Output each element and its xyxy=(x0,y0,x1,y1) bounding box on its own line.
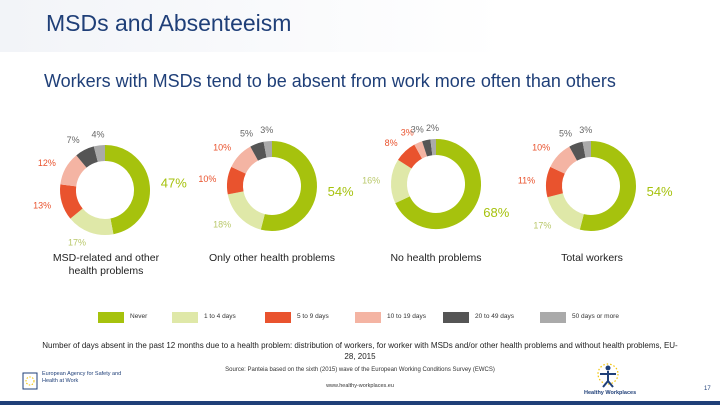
donut-charts: 47% 17% 13% 12% 7% 4% 54% 18% 10% 10% 5% 3% 68% 16% 8%… xyxy=(33,123,673,248)
donut-2: 54% 18% 10% 10% 5% 3% xyxy=(198,125,354,231)
data-label: 10% xyxy=(198,174,216,184)
donut-segment xyxy=(391,159,412,204)
donut-segment xyxy=(414,141,428,159)
page-number: 17 xyxy=(704,386,711,392)
donut-segment xyxy=(260,141,317,231)
donut-segment xyxy=(579,141,636,231)
agency-name: European Agency for Safety and Health at… xyxy=(42,371,122,384)
data-label: 16% xyxy=(362,176,380,186)
legend-swatch xyxy=(540,312,566,323)
donut-segment xyxy=(569,141,586,161)
data-label: 8% xyxy=(385,138,398,148)
data-label: 11% xyxy=(518,176,535,186)
chart-legend: Never 1 to 4 days 5 to 9 days 10 to 19 d… xyxy=(0,310,720,326)
data-label: 47% xyxy=(161,176,187,191)
legend-label: Never xyxy=(130,313,148,320)
data-label: 54% xyxy=(647,184,673,199)
data-label: 7% xyxy=(67,135,80,145)
data-label: 3% xyxy=(260,125,273,135)
chart-label-other: Only other health problems xyxy=(208,252,336,264)
slide-title: MSDs and Absenteeism xyxy=(46,10,292,36)
donut-segment xyxy=(60,155,87,187)
legend-swatch xyxy=(355,312,381,323)
data-label: 54% xyxy=(328,184,354,199)
data-label: 3% xyxy=(579,125,592,135)
donut-segment xyxy=(422,139,433,157)
legend-swatch xyxy=(443,312,469,323)
legend-label: 10 to 19 days xyxy=(387,313,427,320)
data-label: 13% xyxy=(33,201,51,211)
donut-segment xyxy=(250,141,267,161)
donut-segment xyxy=(70,208,114,235)
agency-emblem-icon xyxy=(22,372,38,390)
data-label: 5% xyxy=(559,128,572,138)
data-label: 4% xyxy=(91,129,104,139)
chart-label-total: Total workers xyxy=(561,252,623,264)
data-label: 17% xyxy=(68,238,86,248)
legend-swatch xyxy=(265,312,291,323)
donut-segment xyxy=(395,139,481,229)
data-label: 2% xyxy=(426,123,439,133)
chart-label-msd: MSD-related and other health problems xyxy=(52,252,160,277)
data-label: 10% xyxy=(532,143,550,153)
campaign-emblem-icon xyxy=(597,363,619,388)
donut-segment xyxy=(76,146,99,168)
data-label: 18% xyxy=(213,219,231,229)
donut-segment xyxy=(231,146,259,175)
donut-segment xyxy=(93,145,106,162)
legend-label: 1 to 4 days xyxy=(204,313,236,320)
campaign-name: Healthy Workplaces xyxy=(584,390,637,396)
website-link[interactable]: www.healthy-workplaces.eu xyxy=(326,383,394,389)
source-note: Source: Panteia based on the sixth (2015… xyxy=(225,367,495,373)
data-label: 3% xyxy=(401,128,414,138)
donut-segment xyxy=(546,166,565,198)
figure-caption: Number of days absent in the past 12 mon… xyxy=(42,341,678,361)
donut-segment xyxy=(227,166,246,195)
donut-segment xyxy=(227,190,266,230)
donut-segment xyxy=(60,184,83,219)
donut-4: 54% 17% 11% 10% 5% 3% xyxy=(518,125,673,231)
slide-subtitle: Workers with MSDs tend to be absent from… xyxy=(44,71,616,91)
donut-segment xyxy=(547,192,585,230)
legend-label: 5 to 9 days xyxy=(297,313,329,320)
legend-swatch xyxy=(98,312,124,323)
donut-segment xyxy=(550,146,578,175)
legend-label: 20 to 49 days xyxy=(475,313,515,320)
legend-label: 50 days or more xyxy=(572,313,619,320)
header-band xyxy=(0,0,720,52)
agency-logo: European Agency for Safety and Health at… xyxy=(22,370,142,400)
data-label: 17% xyxy=(533,221,551,231)
donut-segment xyxy=(398,144,423,169)
campaign-logo: Healthy Workplaces xyxy=(578,360,658,400)
data-label: 68% xyxy=(483,205,509,220)
data-label: 5% xyxy=(240,128,253,138)
donut-segment xyxy=(582,141,592,158)
data-label: 10% xyxy=(213,143,231,153)
data-label: 3% xyxy=(411,124,424,134)
chart-label-none: No health problems xyxy=(390,252,482,264)
footer-bar xyxy=(0,401,720,405)
donut-segment xyxy=(104,145,150,235)
data-label: 12% xyxy=(38,158,56,168)
donut-segment xyxy=(263,141,273,158)
legend-swatch xyxy=(172,312,198,323)
donut-3: 68%16%8%3%3% 2% xyxy=(362,123,510,229)
donut-1: 47% 17% 13% 12% 7% 4% xyxy=(33,129,187,247)
